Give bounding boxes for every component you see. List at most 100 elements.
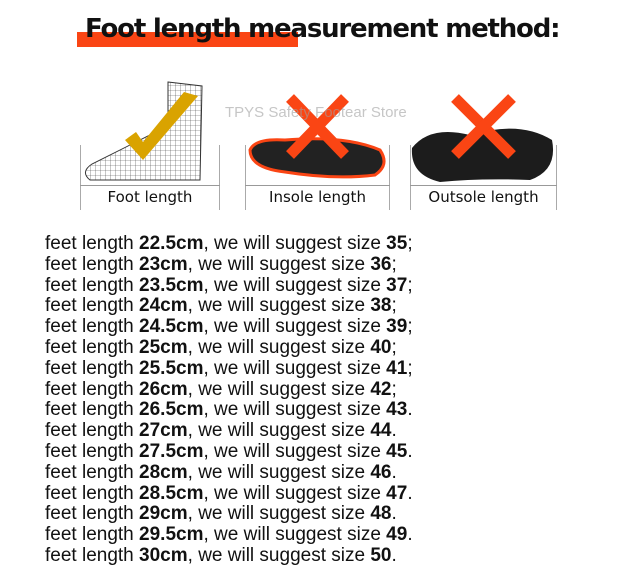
suggested-size: 41 <box>386 357 408 379</box>
row-middle: , we will suggest size <box>203 357 387 379</box>
row-prefix: feet length <box>45 482 140 504</box>
row-prefix: feet length <box>45 461 140 483</box>
row-prefix: feet length <box>45 378 140 400</box>
panel-label: Outsole length <box>428 188 539 206</box>
row-middle: , we will suggest size <box>187 295 371 317</box>
foot-length: 26cm <box>139 378 188 400</box>
row-prefix: feet length <box>45 524 140 546</box>
size-row: feet length 25cm, we will suggest size 4… <box>45 336 413 359</box>
cross-icon <box>286 94 349 159</box>
row-middle: , we will suggest size <box>203 399 387 421</box>
row-prefix: feet length <box>45 420 140 442</box>
row-punct: ; <box>407 233 413 254</box>
size-list: feet length 22.5cm, we will suggest size… <box>45 233 413 567</box>
foot-length: 27cm <box>139 420 188 442</box>
foot-length: 29cm <box>139 503 188 525</box>
row-prefix: feet length <box>45 233 140 254</box>
panel-foot-length: Foot length <box>80 80 220 210</box>
suggested-size: 49 <box>386 524 408 546</box>
row-punct: ; <box>407 316 413 338</box>
size-row: feet length 26.5cm, we will suggest size… <box>45 399 413 421</box>
row-middle: , we will suggest size <box>203 233 387 254</box>
suggested-size: 38 <box>370 295 392 317</box>
suggested-size: 40 <box>370 336 392 358</box>
foot-length: 25.5cm <box>139 357 204 379</box>
foot-length: 23cm <box>139 253 188 275</box>
size-row: feet length 28cm, we will suggest size 4… <box>45 461 413 484</box>
row-punct: . <box>407 440 413 462</box>
row-prefix: feet length <box>45 399 140 421</box>
suggested-size: 46 <box>370 461 392 483</box>
size-row: feet length 29cm, we will suggest size 4… <box>45 503 413 525</box>
suggested-size: 43 <box>386 399 408 421</box>
row-prefix: feet length <box>45 295 140 317</box>
size-row: feet length 24cm, we will suggest size 3… <box>45 295 413 317</box>
size-row: feet length 28.5cm, we will suggest size… <box>45 482 413 505</box>
row-punct: ; <box>407 274 413 296</box>
suggested-size: 42 <box>370 378 392 400</box>
row-middle: , we will suggest size <box>203 524 387 546</box>
foot-length: 26.5cm <box>139 399 204 421</box>
row-middle: , we will suggest size <box>187 336 371 358</box>
row-punct: . <box>391 544 397 566</box>
size-row: feet length 23cm, we will suggest size 3… <box>45 253 413 276</box>
row-punct: ; <box>391 336 397 358</box>
row-prefix: feet length <box>45 544 140 566</box>
size-row: feet length 26cm, we will suggest size 4… <box>45 378 413 401</box>
row-middle: , we will suggest size <box>203 274 387 296</box>
row-middle: , we will suggest size <box>187 503 371 525</box>
insole-image <box>248 94 386 179</box>
row-punct: . <box>391 461 397 483</box>
row-prefix: feet length <box>45 440 140 462</box>
title-underline <box>77 32 298 47</box>
suggested-size: 37 <box>386 274 408 296</box>
row-prefix: feet length <box>45 253 140 275</box>
row-middle: , we will suggest size <box>203 482 387 504</box>
foot-length: 22.5cm <box>139 233 204 254</box>
watermark: TPYS Safety Footear Store <box>225 104 407 121</box>
row-punct: . <box>407 482 413 504</box>
row-middle: , we will suggest size <box>187 253 371 275</box>
row-punct: ; <box>407 357 413 379</box>
row-punct: ; <box>391 295 397 317</box>
row-punct: . <box>391 420 397 442</box>
row-middle: , we will suggest size <box>203 440 387 462</box>
panel-label: Foot length <box>107 188 193 206</box>
row-prefix: feet length <box>45 503 140 525</box>
suggested-size: 36 <box>370 253 392 275</box>
suggested-size: 44 <box>370 420 392 442</box>
size-row: feet length 22.5cm, we will suggest size… <box>45 233 413 255</box>
size-row: feet length 27cm, we will suggest size 4… <box>45 420 413 442</box>
panel-insole-length: Insole length <box>245 80 390 210</box>
foot-length: 24.5cm <box>139 316 204 338</box>
suggested-size: 45 <box>386 440 408 462</box>
row-prefix: feet length <box>45 336 140 358</box>
row-middle: , we will suggest size <box>187 378 371 400</box>
cross-icon <box>451 94 516 159</box>
row-prefix: feet length <box>45 316 140 338</box>
foot-wireframe-image <box>85 81 203 181</box>
row-punct: . <box>391 503 397 525</box>
suggested-size: 48 <box>370 503 392 525</box>
panel-label: Insole length <box>269 188 366 206</box>
foot-length: 28.5cm <box>139 482 204 504</box>
row-prefix: feet length <box>45 357 140 379</box>
foot-length: 23.5cm <box>139 274 204 296</box>
size-row: feet length 30cm, we will suggest size 5… <box>45 544 413 567</box>
foot-length: 29.5cm <box>139 524 204 546</box>
row-middle: , we will suggest size <box>187 544 371 566</box>
size-row: feet length 23.5cm, we will suggest size… <box>45 274 413 297</box>
row-prefix: feet length <box>45 274 140 296</box>
foot-length: 27.5cm <box>139 440 204 462</box>
size-row: feet length 24.5cm, we will suggest size… <box>45 316 413 338</box>
foot-length: 25cm <box>139 336 188 358</box>
outsole-image <box>411 94 554 182</box>
row-punct: ; <box>391 378 397 400</box>
check-icon <box>125 92 198 160</box>
suggested-size: 35 <box>386 233 408 254</box>
size-row: feet length 25.5cm, we will suggest size… <box>45 357 413 380</box>
row-middle: , we will suggest size <box>187 420 371 442</box>
suggested-size: 39 <box>386 316 408 338</box>
foot-length: 24cm <box>139 295 188 317</box>
row-middle: , we will suggest size <box>203 316 387 338</box>
